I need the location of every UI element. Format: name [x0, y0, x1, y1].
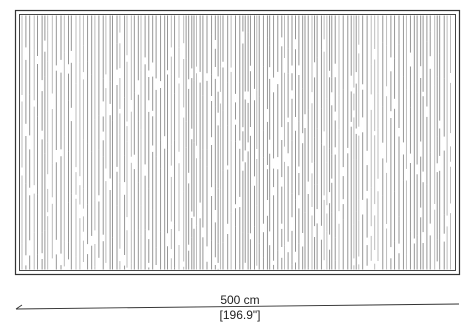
rug-inner-border: [19, 14, 456, 271]
dimension-metric-label: 500 cm: [220, 293, 259, 307]
dimension-tick-left: [15, 304, 23, 310]
rug-outer-border: [14, 9, 461, 276]
width-dimension-line: [15, 303, 460, 310]
dimension-imperial-label: [196.9"]: [220, 308, 261, 322]
rug-stripe-pattern: [21, 15, 451, 270]
